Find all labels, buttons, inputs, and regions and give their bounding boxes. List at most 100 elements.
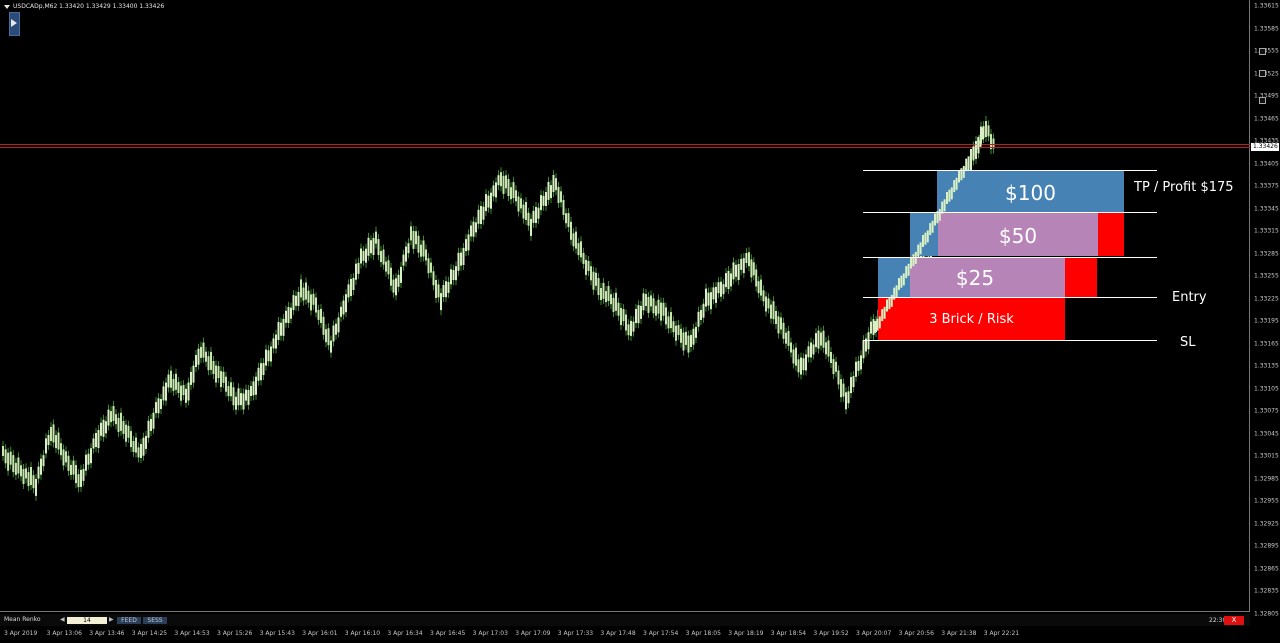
time-tick-label: 3 Apr 17:09 — [515, 630, 551, 637]
dropdown-icon — [4, 4, 10, 9]
trade-panel-button[interactable] — [9, 12, 20, 36]
candle — [765, 296, 767, 312]
candle — [632, 321, 635, 332]
scale-fix-icon[interactable] — [1259, 97, 1266, 104]
candle — [110, 411, 112, 423]
candle — [807, 346, 810, 358]
candle — [332, 325, 335, 342]
candle — [25, 468, 27, 479]
candle — [775, 311, 777, 324]
tp-line[interactable] — [863, 170, 1157, 171]
price-tick-label: 1.33405 — [1254, 160, 1279, 167]
candle — [637, 305, 640, 324]
candle — [327, 328, 330, 346]
candle — [888, 297, 891, 310]
candle — [777, 316, 780, 334]
close-button[interactable]: X — [1224, 616, 1244, 625]
candle — [292, 295, 295, 311]
candle — [972, 146, 975, 159]
tab-scroll-right-icon[interactable]: ▶ — [109, 616, 114, 623]
candle — [842, 383, 845, 397]
level-50-line[interactable] — [863, 212, 1157, 213]
profit-zone-50-blue — [910, 213, 938, 256]
tab-feed[interactable]: FEED — [117, 617, 141, 624]
level-25-line[interactable] — [863, 257, 1157, 258]
candle — [55, 435, 57, 449]
candle — [140, 444, 142, 458]
candle — [852, 376, 855, 388]
candle — [57, 432, 60, 450]
candle — [720, 281, 722, 297]
candle — [580, 241, 582, 258]
candle — [827, 340, 830, 357]
candle — [375, 231, 377, 244]
price-tick-label: 1.33315 — [1254, 227, 1279, 235]
tab-sess[interactable]: SESS — [143, 617, 167, 624]
candle — [227, 386, 230, 397]
tab-scroll-left-icon[interactable]: ◀ — [60, 616, 65, 623]
price-tick-label: 1.33375 — [1254, 182, 1279, 190]
candle — [202, 342, 205, 358]
candle — [345, 294, 347, 313]
candle — [595, 272, 597, 286]
candle — [590, 266, 592, 281]
candle — [225, 376, 227, 392]
price-axis[interactable]: 1.33615 1.33585 1.33555 1.33525 1.33495 1.334… — [1250, 0, 1280, 618]
candle — [792, 349, 795, 364]
candle — [515, 190, 517, 202]
candle — [757, 281, 760, 294]
candle — [527, 212, 530, 226]
candle — [245, 389, 247, 401]
candle — [607, 286, 610, 301]
candle — [455, 266, 457, 281]
candle — [692, 328, 695, 345]
candle — [445, 281, 447, 298]
sl-label: SL — [1180, 335, 1196, 350]
sl-line[interactable] — [863, 340, 1157, 341]
time-tick-label: 3 Apr 18:54 — [770, 630, 807, 637]
candle — [855, 361, 857, 377]
candle — [177, 382, 180, 393]
time-tick-label: 3 Apr 16:01 — [302, 630, 338, 637]
candle — [815, 333, 817, 348]
candle — [282, 318, 285, 336]
candle — [467, 234, 470, 251]
candle — [577, 243, 580, 256]
candle — [640, 305, 642, 319]
candle — [407, 243, 410, 254]
candle — [585, 259, 587, 275]
candle — [382, 249, 385, 265]
candle — [472, 221, 475, 237]
chart-area[interactable]: USDCADp,M62 1.33420 1.33429 1.33400 1.33… — [0, 0, 1250, 612]
candle — [555, 178, 557, 191]
candle — [702, 303, 705, 318]
price-tick-label: 1.33555 — [1254, 47, 1279, 55]
candle — [12, 455, 15, 473]
price-tick-label: 1.32835 — [1254, 587, 1279, 595]
candle — [67, 455, 70, 471]
tab-active[interactable]: 14 — [67, 617, 107, 624]
candle — [47, 435, 50, 445]
candle — [475, 222, 477, 233]
price-tick-label: 1.33165 — [1254, 340, 1279, 347]
zoom-out-icon[interactable] — [1259, 70, 1266, 77]
entry-line[interactable] — [863, 297, 1157, 298]
time-tick-label: 3 Apr 17:33 — [557, 630, 594, 637]
time-axis[interactable]: 3 Apr 2019 3 Apr 13:06 3 Apr 13:46 3 Apr 14… — [0, 626, 1250, 643]
candle — [257, 367, 260, 381]
candle — [7, 452, 10, 471]
price-tick-label: 1.33255 — [1254, 272, 1279, 280]
candle — [40, 458, 42, 475]
candle — [675, 325, 677, 341]
zoom-in-icon[interactable] — [1259, 48, 1266, 55]
time-tick-label: 3 Apr 17:54 — [643, 630, 679, 637]
candle — [237, 388, 240, 406]
candle — [934, 213, 936, 226]
candle — [435, 280, 437, 298]
candle — [45, 438, 47, 454]
candle — [312, 293, 315, 305]
candle — [550, 185, 552, 199]
candle — [532, 210, 535, 223]
candle — [430, 262, 432, 273]
candle — [107, 409, 110, 426]
